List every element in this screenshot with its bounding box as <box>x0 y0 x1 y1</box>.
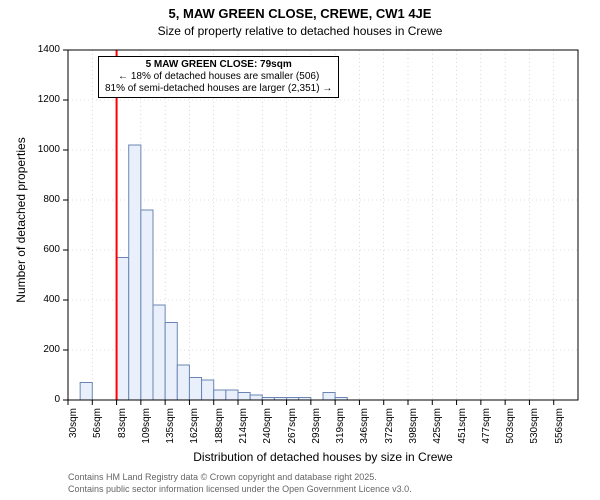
annotation-line1: 5 MAW GREEN CLOSE: 79sqm <box>105 59 332 71</box>
footer-line2: Contains public sector information licen… <box>68 484 412 494</box>
y-tick-label: 0 <box>0 394 60 405</box>
y-tick-label: 200 <box>0 344 60 355</box>
y-tick-label: 1200 <box>0 94 60 105</box>
annotation-line3: 81% of semi-detached houses are larger (… <box>105 83 332 95</box>
y-tick-label: 1000 <box>0 144 60 155</box>
footer-line1: Contains HM Land Registry data © Crown c… <box>68 472 377 482</box>
y-axis-label: Number of detached properties <box>14 50 28 390</box>
y-tick-label: 1400 <box>0 44 60 55</box>
y-tick-label: 600 <box>0 244 60 255</box>
annotation-box: 5 MAW GREEN CLOSE: 79sqm ← 18% of detach… <box>98 56 339 98</box>
x-axis-label: Distribution of detached houses by size … <box>68 450 578 464</box>
y-tick-label: 400 <box>0 294 60 305</box>
y-tick-label: 800 <box>0 194 60 205</box>
annotation-line2: ← 18% of detached houses are smaller (50… <box>105 71 332 83</box>
